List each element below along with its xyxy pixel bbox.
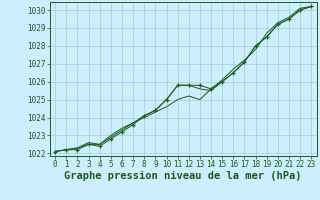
X-axis label: Graphe pression niveau de la mer (hPa): Graphe pression niveau de la mer (hPa) <box>64 171 302 181</box>
